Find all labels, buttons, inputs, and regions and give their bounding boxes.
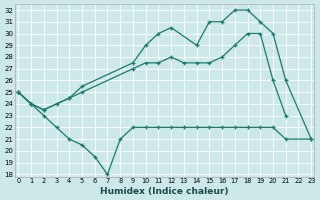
X-axis label: Humidex (Indice chaleur): Humidex (Indice chaleur) <box>100 187 228 196</box>
